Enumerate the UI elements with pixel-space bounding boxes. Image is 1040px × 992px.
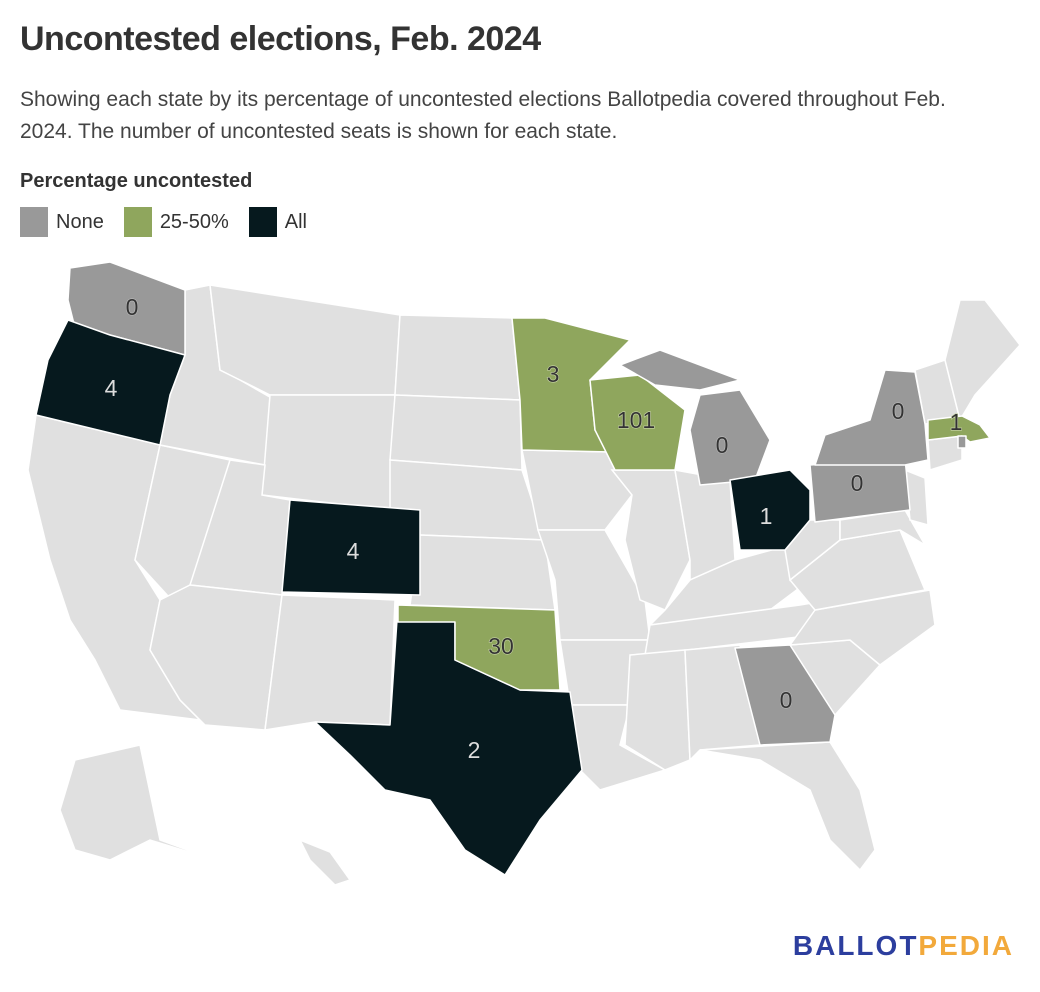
label-georgia: 0 [780, 687, 793, 713]
state-connecticut [927, 435, 963, 471]
state-oregon [35, 319, 186, 446]
state-rhode-island [957, 435, 967, 449]
label-new-york: 0 [892, 398, 905, 424]
base-states [27, 284, 1021, 886]
chart-title: Uncontested elections, Feb. 2024 [20, 20, 541, 58]
ballotpedia-logo: BALLOTPEDIA [793, 930, 1014, 962]
legend-item-partial: 25-50% [123, 207, 229, 237]
legend: None 25-50% All [20, 207, 327, 237]
state-new-york [814, 369, 929, 466]
label-ohio: 1 [760, 503, 773, 529]
label-pennsylvania: 0 [851, 470, 864, 496]
chart-subtitle: Showing each state by its percentage of … [20, 88, 946, 143]
state-colorado [281, 499, 421, 596]
state-south-dakota [389, 394, 523, 471]
state-hawaii [298, 838, 352, 886]
label-michigan: 0 [716, 432, 729, 458]
legend-swatch-all [248, 207, 277, 237]
state-montana [209, 284, 401, 396]
label-colorado: 4 [347, 538, 360, 564]
label-wisconsin: 101 [617, 407, 655, 433]
state-florida [699, 741, 876, 872]
state-ohio [729, 469, 811, 551]
legend-item-none: None [20, 207, 104, 237]
state-labels: 0 4 4 2 30 3 101 0 1 0 0 1 0 [104, 293, 963, 763]
label-washington: 0 [126, 294, 139, 320]
state-massachusetts [927, 415, 991, 443]
logo-part-pedia: PEDIA [918, 930, 1014, 961]
legend-label-partial: 25-50% [159, 210, 229, 233]
label-minnesota: 3 [547, 361, 560, 387]
label-oklahoma: 30 [488, 633, 514, 659]
state-maine [944, 299, 1021, 422]
state-georgia [734, 644, 836, 746]
label-oregon: 4 [105, 375, 118, 401]
legend-item-all: All [248, 207, 307, 237]
legend-title: Percentage uncontested [20, 170, 253, 192]
logo-part-ballot: BALLOT [792, 930, 919, 961]
legend-label-none: None [56, 210, 104, 233]
state-kansas [409, 534, 556, 611]
legend-label-all: All [284, 210, 307, 233]
state-north-dakota [394, 314, 521, 401]
state-mississippi [624, 649, 691, 771]
us-map: 0 4 4 2 30 3 101 0 1 0 0 1 0 [27, 261, 1021, 886]
label-texas: 2 [468, 737, 481, 763]
legend-swatch-none [20, 207, 48, 237]
state-wyoming [261, 394, 396, 511]
label-massachusetts: 1 [950, 409, 963, 435]
legend-swatch-partial [123, 207, 152, 237]
state-oklahoma [397, 604, 561, 691]
state-new-mexico [264, 594, 396, 731]
state-alaska [59, 744, 216, 861]
highlighted-states [35, 261, 991, 876]
